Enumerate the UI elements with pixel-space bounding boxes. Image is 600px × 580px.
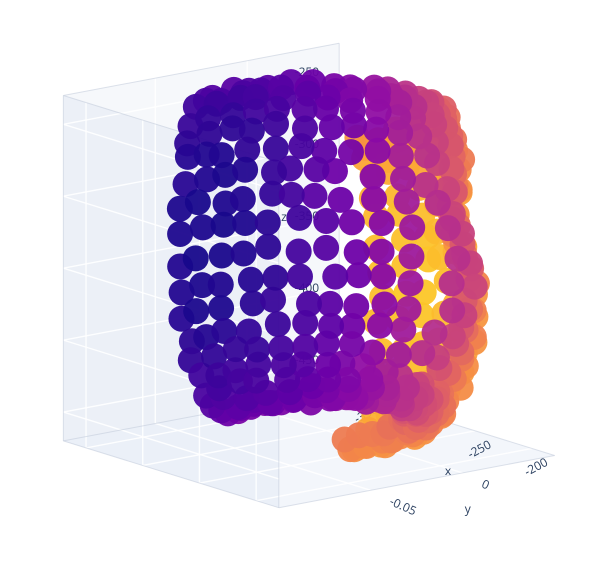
marker-layer xyxy=(167,69,490,462)
svg-text:0: 0 xyxy=(479,475,492,493)
z-axis-title: z xyxy=(281,208,287,225)
scene-svg: -250-300-350-400-450-200-250-300-350-0.0… xyxy=(0,0,600,580)
svg-text:-0.05: -0.05 xyxy=(387,492,419,519)
y-axis-title: y xyxy=(465,500,471,517)
scatter3d-plot[interactable]: -250-300-350-400-450-200-250-300-350-0.0… xyxy=(0,0,600,580)
x-axis-title: x xyxy=(445,462,451,479)
